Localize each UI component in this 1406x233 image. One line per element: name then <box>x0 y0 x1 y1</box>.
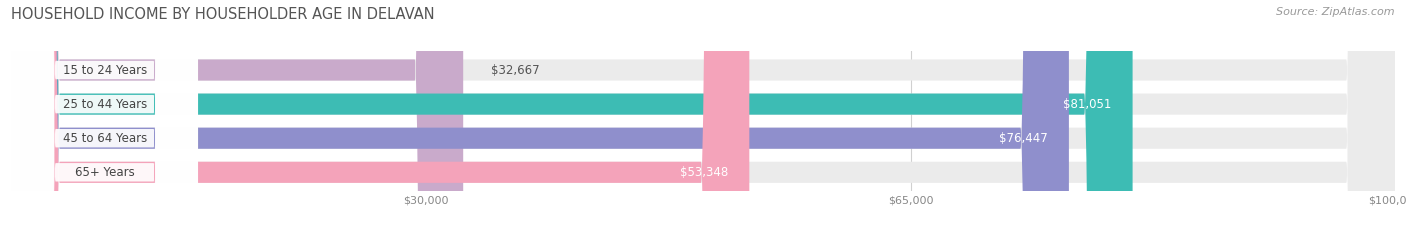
Text: 15 to 24 Years: 15 to 24 Years <box>62 64 146 76</box>
Text: HOUSEHOLD INCOME BY HOUSEHOLDER AGE IN DELAVAN: HOUSEHOLD INCOME BY HOUSEHOLDER AGE IN D… <box>11 7 434 22</box>
Text: $76,447: $76,447 <box>1000 132 1047 145</box>
FancyBboxPatch shape <box>11 0 198 233</box>
FancyBboxPatch shape <box>11 0 1395 233</box>
FancyBboxPatch shape <box>11 0 198 233</box>
Text: $32,667: $32,667 <box>491 64 540 76</box>
FancyBboxPatch shape <box>11 0 463 233</box>
FancyBboxPatch shape <box>11 0 198 233</box>
Text: 45 to 64 Years: 45 to 64 Years <box>62 132 146 145</box>
Text: Source: ZipAtlas.com: Source: ZipAtlas.com <box>1277 7 1395 17</box>
Text: 25 to 44 Years: 25 to 44 Years <box>62 98 146 111</box>
FancyBboxPatch shape <box>11 0 198 233</box>
FancyBboxPatch shape <box>11 0 1133 233</box>
Text: 65+ Years: 65+ Years <box>75 166 135 179</box>
Text: $81,051: $81,051 <box>1063 98 1112 111</box>
FancyBboxPatch shape <box>11 0 1395 233</box>
FancyBboxPatch shape <box>11 0 1395 233</box>
FancyBboxPatch shape <box>11 0 1069 233</box>
FancyBboxPatch shape <box>11 0 1395 233</box>
Text: $53,348: $53,348 <box>681 166 728 179</box>
FancyBboxPatch shape <box>11 0 749 233</box>
